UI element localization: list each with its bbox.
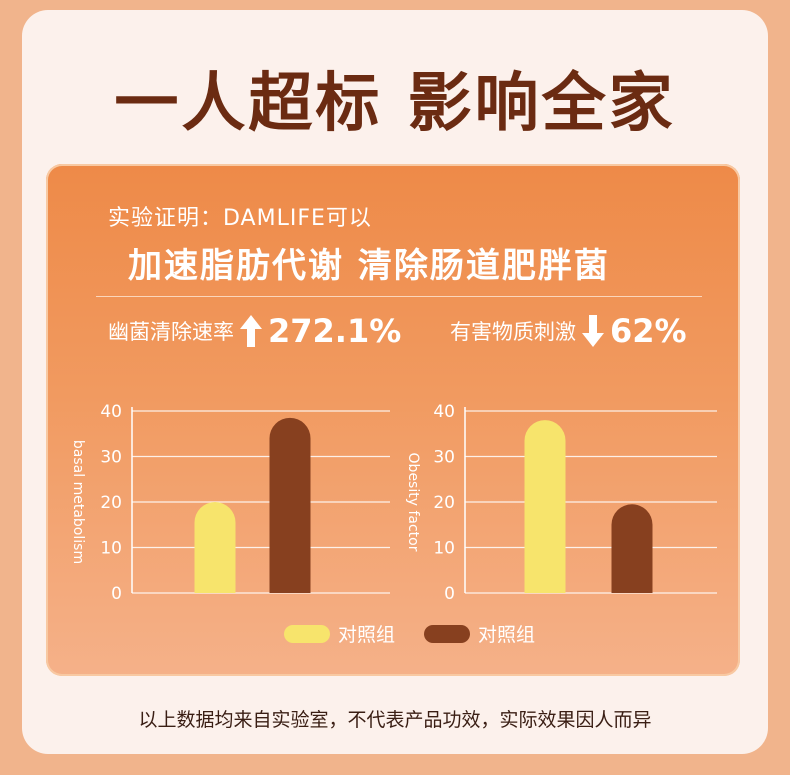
obesity-factor-chart: Obesity factor 0 10 20 30 40 (405, 402, 717, 604)
y-tick-label: 10 (100, 539, 122, 559)
basal-metabolism-chart: basal metabolism 0 10 20 30 40 (70, 402, 390, 604)
stat-value: 272.1% (268, 312, 402, 350)
stat-clearance-rate: 幽菌清除速率 272.1% (108, 312, 401, 350)
y-tick-label: 30 (100, 448, 122, 468)
divider (96, 296, 702, 297)
y-tick-label: 20 (100, 493, 122, 513)
y-tick-label: 0 (111, 584, 122, 604)
arrow-up-icon (240, 315, 262, 347)
bar-treatment (611, 504, 653, 593)
y-tick-label: 40 (100, 402, 122, 422)
y-axis-label: Obesity factor (405, 453, 421, 552)
disclaimer-footnote: 以上数据均来自实验室，不代表产品功效，实际效果因人而异 (138, 709, 652, 731)
stat-label: 有害物质刺激 (450, 320, 576, 344)
stat-label: 幽菌清除速率 (108, 320, 234, 344)
legend-label: 对照组 (338, 624, 396, 646)
y-axis-label: basal metabolism (70, 440, 86, 564)
claim: 加速脂肪代谢 清除肠道肥胖菌 (128, 246, 610, 286)
headline: 一人超标 影响全家 (114, 67, 676, 141)
bar-treatment (269, 417, 311, 593)
y-tick-label: 0 (444, 584, 455, 604)
legend-swatch (424, 624, 470, 643)
stat-value: 62% (610, 312, 687, 350)
legend-label: 对照组 (478, 624, 536, 646)
y-tick-label: 20 (433, 493, 455, 513)
arrow-down-icon (582, 315, 604, 347)
subtitle: 实验证明：DAMLIFE可以 (108, 206, 372, 231)
stat-harmful-stimulation: 有害物质刺激 62% (450, 312, 687, 350)
legend-item-control: 对照组 (284, 620, 395, 647)
legend-item-treatment: 对照组 (424, 620, 535, 647)
y-tick-label: 30 (433, 448, 455, 468)
bar-control (194, 502, 236, 593)
y-tick-label: 40 (433, 402, 455, 422)
legend-swatch (284, 624, 330, 643)
bar-control (524, 420, 566, 593)
y-tick-label: 10 (433, 539, 455, 559)
